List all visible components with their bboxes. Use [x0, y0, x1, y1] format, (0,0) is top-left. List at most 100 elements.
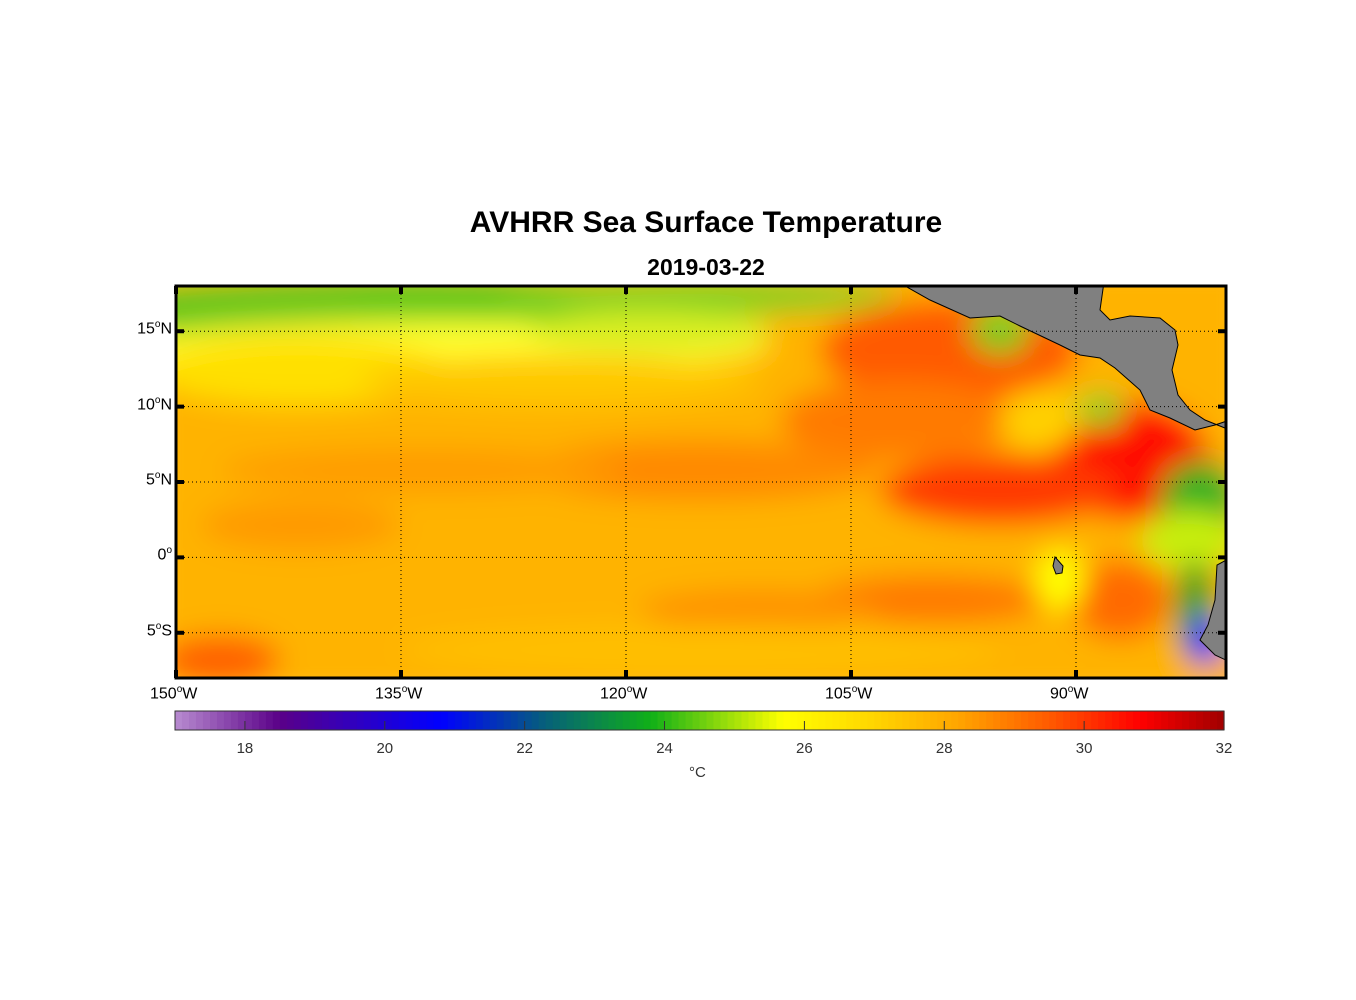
colorbar-segment — [797, 711, 805, 730]
colorbar-segment — [202, 711, 211, 730]
colorbar-segment — [1070, 711, 1078, 730]
sst-anomaly-region — [530, 310, 770, 350]
colorbar-segment — [881, 711, 889, 730]
colorbar-segment — [902, 711, 910, 730]
colorbar-segment — [790, 711, 799, 730]
colorbar-tick-label: 24 — [656, 740, 673, 757]
colorbar-segment — [440, 711, 449, 730]
colorbar-segment — [916, 711, 924, 730]
sst-anomaly-region — [1070, 560, 1170, 640]
colorbar-segment — [706, 711, 715, 730]
central-america — [904, 286, 1226, 431]
colorbar-segment — [209, 711, 218, 730]
colorbar-segment — [370, 711, 379, 730]
sst-anomaly-region — [640, 590, 880, 630]
colorbar-segment — [475, 711, 484, 730]
colorbar-segment — [818, 711, 826, 730]
colorbar-segment — [853, 711, 861, 730]
colorbar-segment — [1203, 711, 1211, 730]
colorbar-segment — [237, 711, 246, 730]
colorbar-segment — [762, 711, 771, 730]
sst-anomaly-region — [780, 380, 1020, 460]
sst-anomaly-region — [400, 625, 1000, 675]
colorbar-segment — [573, 711, 582, 730]
colorbar-segment — [874, 711, 882, 730]
colorbar-segment — [1042, 711, 1050, 730]
colorbar-segment — [811, 711, 819, 730]
colorbar-segment — [825, 711, 833, 730]
colorbar-segment — [223, 711, 232, 730]
colorbar-segment — [657, 711, 666, 730]
colorbar-segment — [482, 711, 491, 730]
colorbar-segment — [1014, 711, 1022, 730]
colorbar-tick-label: 22 — [516, 740, 533, 757]
colorbar-segment — [776, 711, 785, 730]
colorbar-segment — [909, 711, 917, 730]
colorbar-segment — [433, 711, 442, 730]
colorbar-segment — [1007, 711, 1015, 730]
colorbar-segment — [265, 711, 274, 730]
colorbar-segment — [846, 711, 854, 730]
colorbar-tick-label: 30 — [1075, 740, 1093, 757]
colorbar-segment — [643, 711, 652, 730]
colorbar-segment — [804, 711, 812, 730]
colorbar-segment — [279, 711, 288, 730]
colorbar-segment — [188, 711, 197, 730]
colorbar-segment — [727, 711, 736, 730]
colorbar-segment — [531, 711, 540, 730]
colorbar-segment — [258, 711, 267, 730]
colorbar-segment — [195, 711, 204, 730]
colorbar-segment — [1147, 711, 1155, 730]
map-ticks — [174, 286, 1226, 678]
colorbar-segment — [930, 711, 938, 730]
colorbar-segment — [1189, 711, 1197, 730]
colorbar-segment — [489, 711, 498, 730]
colorbar-tick-label: 32 — [1215, 740, 1233, 757]
colorbar-segment — [993, 711, 1001, 730]
colorbar-segment — [412, 711, 421, 730]
colorbar-segment — [384, 711, 393, 730]
colorbar-segment — [1077, 711, 1085, 730]
colorbar-segment — [1196, 711, 1204, 730]
colorbar-segment — [860, 711, 868, 730]
colorbar-tick-label: 20 — [376, 740, 394, 757]
sst-anomaly-region — [880, 455, 1120, 525]
colorbar-segment — [293, 711, 302, 730]
colorbar-segment — [1049, 711, 1057, 730]
colorbar-segment — [944, 711, 952, 730]
colorbar-segment — [398, 711, 407, 730]
colorbar-segment — [566, 711, 575, 730]
colorbar-segment — [510, 711, 519, 730]
colorbar-tick-label: 26 — [796, 740, 813, 757]
colorbar-segment — [447, 711, 456, 730]
colorbar-segment — [580, 711, 589, 730]
colorbar-segment — [650, 711, 659, 730]
colorbar-segment — [888, 711, 896, 730]
colorbar-segment — [545, 711, 554, 730]
colorbar-segment — [692, 711, 701, 730]
colorbar-segment — [615, 711, 624, 730]
latitude-label: 0o — [157, 545, 172, 564]
colorbar-segment — [636, 711, 645, 730]
colorbar-segment — [1063, 711, 1071, 730]
colorbar-segment — [321, 711, 330, 730]
colorbar-frame — [174, 710, 1225, 731]
sst-anomaly-region — [1140, 510, 1226, 570]
graticule — [176, 286, 1226, 678]
colorbar-segment — [517, 711, 526, 730]
colorbar-segment — [272, 711, 281, 730]
colorbar-segment — [419, 711, 428, 730]
latitude-label: 15oN — [137, 319, 172, 338]
colorbar-segment — [664, 711, 673, 730]
colorbar-segment — [713, 711, 722, 730]
colorbar-segment — [832, 711, 840, 730]
colorbar-segment — [538, 711, 547, 730]
colorbar-unit: °C — [689, 764, 706, 781]
colorbar-segment — [328, 711, 337, 730]
colorbar-segment — [755, 711, 764, 730]
colorbar-segment — [839, 711, 847, 730]
colorbar-segment — [349, 711, 358, 730]
colorbar-segment — [1105, 711, 1113, 730]
colorbar-segment — [461, 711, 470, 730]
